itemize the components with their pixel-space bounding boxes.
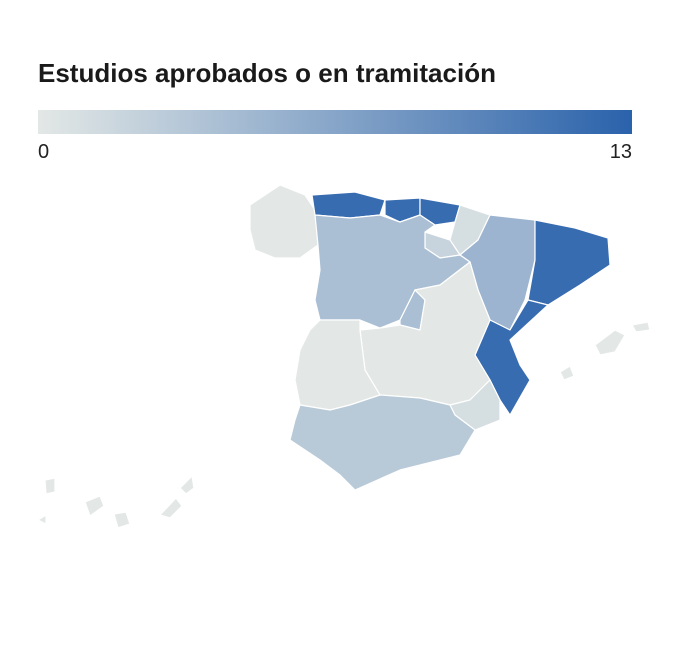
region: [419, 197, 461, 226]
map: [37, 184, 651, 529]
scale-tick-label: 13: [610, 141, 632, 163]
region: [249, 184, 319, 259]
region: [559, 321, 651, 381]
color-scale: [38, 110, 632, 134]
region: [289, 394, 476, 491]
region: [37, 475, 195, 529]
chart-title: Estudios aprobados o en tramitación: [38, 58, 496, 88]
region: [311, 191, 386, 219]
region: [527, 219, 611, 306]
scale-tick-label: 0: [38, 141, 49, 163]
